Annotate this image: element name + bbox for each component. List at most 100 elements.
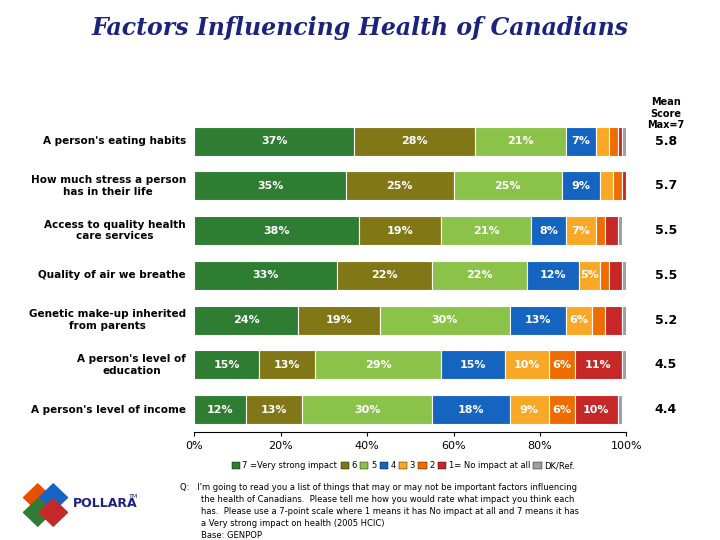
Bar	[605, 306, 622, 335]
Text: Q:   I'm going to read you a list of things that may or may not be important fac: Q: I'm going to read you a list of thing…	[180, 483, 579, 539]
Bar	[302, 395, 432, 424]
Bar	[618, 126, 622, 156]
Text: 5%: 5%	[580, 271, 599, 280]
Text: Quality of air we breathe: Quality of air we breathe	[38, 271, 186, 280]
Text: 21%: 21%	[508, 136, 534, 146]
Bar	[622, 171, 626, 200]
Text: 12%: 12%	[540, 271, 566, 280]
Text: 30%: 30%	[354, 404, 380, 415]
Bar	[531, 216, 566, 245]
Bar	[359, 216, 441, 245]
Text: 30%: 30%	[432, 315, 458, 325]
Text: A person's level of
education: A person's level of education	[77, 354, 186, 376]
Bar	[609, 261, 622, 290]
Text: 6%: 6%	[552, 360, 571, 370]
Text: 9%: 9%	[572, 181, 590, 191]
Text: 22%: 22%	[467, 271, 492, 280]
Text: Factors Influencing Health of Canadians: Factors Influencing Health of Canadians	[91, 16, 629, 40]
Bar	[566, 126, 596, 156]
Bar	[475, 126, 566, 156]
Bar	[622, 306, 631, 335]
Text: 7%: 7%	[572, 136, 590, 146]
Text: TM: TM	[129, 494, 138, 499]
Bar	[579, 261, 600, 290]
Bar	[622, 126, 626, 156]
Bar	[562, 171, 600, 200]
Bar	[596, 216, 605, 245]
Text: Mean
Score
Max=7: Mean Score Max=7	[647, 97, 685, 130]
Bar	[609, 126, 618, 156]
Bar	[618, 395, 622, 424]
Bar	[194, 395, 246, 424]
Text: Access to quality health
care services: Access to quality health care services	[44, 220, 186, 241]
Text: 33%: 33%	[253, 271, 279, 280]
Bar	[315, 350, 441, 380]
Bar	[549, 350, 575, 380]
Bar	[600, 171, 613, 200]
Text: 5.5: 5.5	[655, 224, 677, 237]
Text: 28%: 28%	[402, 136, 428, 146]
Bar	[575, 350, 622, 380]
Text: 10%: 10%	[514, 360, 540, 370]
Text: 5.2: 5.2	[655, 314, 677, 327]
Text: 5.7: 5.7	[655, 179, 677, 192]
Bar	[194, 350, 259, 380]
Text: 15%: 15%	[460, 360, 486, 370]
Text: 22%: 22%	[372, 271, 397, 280]
Text: 13%: 13%	[274, 360, 300, 370]
Bar	[575, 395, 618, 424]
Bar	[380, 306, 510, 335]
Text: POLLARA: POLLARA	[73, 497, 138, 510]
Text: 7%: 7%	[572, 226, 590, 235]
Text: 25%: 25%	[387, 181, 413, 191]
Text: 24%: 24%	[233, 315, 260, 325]
Text: 19%: 19%	[325, 315, 353, 325]
Text: 4.4: 4.4	[655, 403, 677, 416]
Text: A person's level of income: A person's level of income	[31, 404, 186, 415]
Bar	[505, 350, 549, 380]
Text: 37%: 37%	[261, 136, 287, 146]
Text: 9%: 9%	[520, 404, 539, 415]
Bar	[510, 395, 549, 424]
Text: 19%: 19%	[386, 226, 413, 235]
Bar	[592, 306, 605, 335]
Text: A person's eating habits: A person's eating habits	[42, 136, 186, 146]
Bar	[354, 126, 475, 156]
Text: 38%: 38%	[264, 226, 289, 235]
Text: 25%: 25%	[495, 181, 521, 191]
Polygon shape	[39, 484, 68, 511]
Text: 11%: 11%	[585, 360, 611, 370]
Bar	[622, 261, 626, 290]
Legend: 7 =Very strong impact, 6, 5, 4, 3, 2, 1= No impact at all, DK/Ref.: 7 =Very strong impact, 6, 5, 4, 3, 2, 1=…	[228, 458, 578, 474]
Bar	[454, 171, 562, 200]
Text: 18%: 18%	[458, 404, 484, 415]
Bar	[441, 216, 531, 245]
Bar	[566, 306, 592, 335]
Bar	[246, 395, 302, 424]
Text: 10%: 10%	[583, 404, 609, 415]
Text: 5.5: 5.5	[655, 269, 677, 282]
Bar	[337, 261, 432, 290]
Text: 13%: 13%	[261, 404, 287, 415]
Text: 15%: 15%	[214, 360, 240, 370]
Bar	[194, 126, 354, 156]
Bar	[549, 395, 575, 424]
Bar	[298, 306, 380, 335]
Bar	[346, 171, 454, 200]
Bar	[259, 350, 315, 380]
Bar	[194, 261, 337, 290]
Polygon shape	[24, 484, 52, 511]
Bar	[194, 171, 346, 200]
Text: 8%: 8%	[539, 226, 558, 235]
Bar	[605, 216, 618, 245]
Text: 29%: 29%	[364, 360, 392, 370]
Text: Genetic make-up inherited
from parents: Genetic make-up inherited from parents	[29, 309, 186, 331]
Bar	[432, 395, 510, 424]
Bar	[566, 216, 596, 245]
Bar	[527, 261, 579, 290]
Text: How much stress a person
has in their life: How much stress a person has in their li…	[30, 175, 186, 197]
Text: 12%: 12%	[207, 404, 233, 415]
Polygon shape	[39, 499, 68, 526]
Bar	[194, 306, 298, 335]
Bar	[194, 216, 359, 245]
